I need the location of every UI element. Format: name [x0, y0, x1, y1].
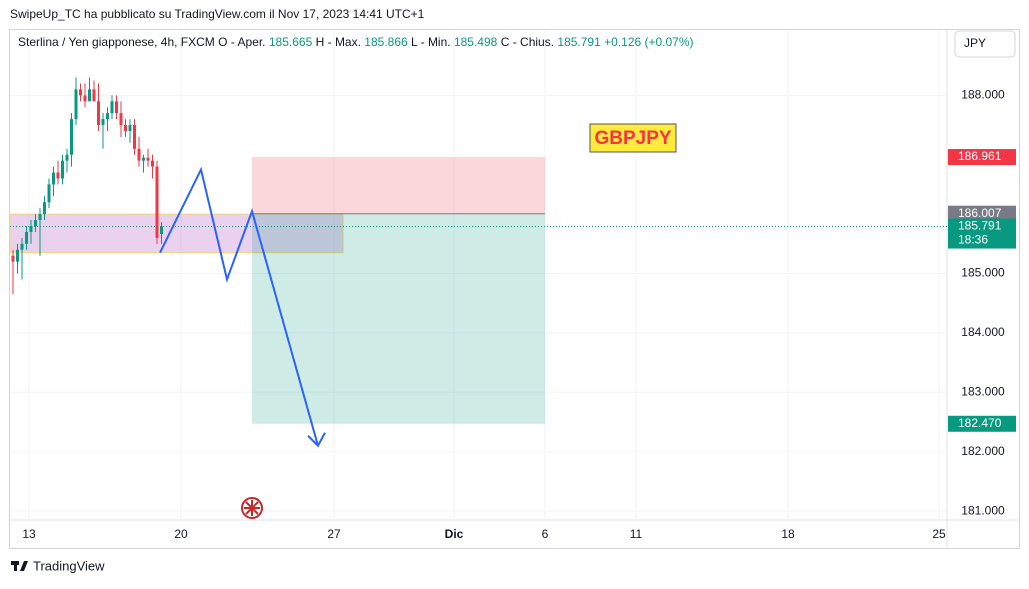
target-zone	[252, 213, 545, 424]
published-note: SwipeUp_TC ha pubblicato su TradingView.…	[10, 7, 425, 21]
ohlc-name: - Chius.	[513, 35, 554, 49]
y-tick-label: 182.000	[961, 444, 1005, 458]
ohlc-key: C	[501, 35, 510, 49]
price-tag-label: 185.791	[958, 219, 1002, 233]
ohlc-name: - Aper.	[231, 35, 266, 49]
candle-body	[119, 113, 123, 126]
trend-drawing	[159, 166, 319, 447]
candle-body	[142, 157, 145, 161]
brand-logo	[11, 561, 28, 571]
ohlc-value: 185.665	[269, 35, 313, 49]
ohlc-name: - Max.	[328, 35, 361, 49]
ohlc-value: 185.498	[454, 35, 498, 49]
x-tick-label: 11	[630, 527, 643, 541]
candle-body	[92, 89, 96, 102]
x-tick-label: 25	[932, 527, 946, 541]
candle-body	[43, 202, 46, 215]
candle-body	[25, 231, 28, 244]
candle-body	[47, 184, 51, 203]
candle-body	[38, 214, 42, 221]
candle-body	[56, 172, 60, 179]
currency[interactable]: JPY	[964, 36, 986, 50]
candle-body	[88, 89, 91, 102]
candle-body	[16, 249, 19, 262]
y-tick-label: 183.000	[961, 384, 1005, 398]
candle-body	[11, 255, 15, 262]
y-tick-label: 185.000	[961, 266, 1005, 280]
symbol-legend: Sterlina / Yen giapponese, 4h, FXCM O - …	[18, 35, 694, 49]
brand: TradingView	[33, 558, 105, 573]
y-tick-label: 184.000	[961, 325, 1005, 339]
price-tag-label: 182.470	[958, 416, 1002, 430]
candle-body	[137, 148, 141, 161]
price-tag-label: 186.961	[958, 149, 1002, 163]
x-tick-label: 20	[174, 527, 188, 541]
candle-body	[61, 160, 64, 179]
candle-body	[115, 101, 118, 114]
price-tag	[948, 218, 1016, 249]
ohlc-value: 185.866	[364, 35, 408, 49]
ohlc-value: 185.791	[557, 35, 601, 49]
candle-body	[124, 125, 127, 131]
frame	[9, 29, 1020, 549]
flag-icon	[241, 497, 263, 519]
currency-button[interactable]	[954, 30, 1016, 58]
price-tag	[948, 205, 1016, 222]
candle-body	[52, 172, 55, 185]
candle-body	[110, 101, 114, 114]
ohlc-key: L	[411, 35, 418, 49]
ohlc-key: O	[218, 35, 227, 49]
candle-body	[155, 166, 159, 238]
price-tag	[948, 415, 1016, 432]
y-tick-label: 188.000	[961, 88, 1005, 102]
change: +0.126 (+0.07%)	[604, 35, 693, 49]
candle-body	[83, 95, 87, 102]
price-tag	[948, 149, 1016, 166]
symbol: Sterlina / Yen giapponese, 4h, FXCM	[18, 35, 215, 49]
candle-body	[97, 101, 100, 126]
stop-zone	[252, 157, 545, 214]
x-tick-label: Dic	[445, 527, 464, 541]
symbol-tag	[589, 123, 677, 153]
candle-body	[160, 226, 163, 235]
candle-body	[151, 160, 154, 167]
price-tag-label: 186.007	[958, 206, 1002, 220]
candle-body	[79, 89, 82, 96]
x-tick-label: 27	[327, 527, 341, 541]
candle-body	[106, 113, 109, 120]
countdown: 18:36	[958, 233, 988, 247]
y-tick-label: 181.000	[961, 503, 1005, 517]
x-tick-label: 13	[22, 527, 36, 541]
candle-body	[101, 119, 105, 126]
candle-body	[133, 125, 136, 149]
candle-body	[34, 220, 37, 226]
candle-body	[146, 157, 150, 161]
candle-body	[29, 226, 33, 232]
candle-body	[74, 89, 78, 120]
x-tick-label: 6	[542, 527, 549, 541]
zone	[9, 213, 344, 254]
arrow-head	[307, 432, 326, 448]
symbol-label: GBPJPY	[594, 128, 671, 149]
ohlc-name: - Min.	[421, 35, 451, 49]
candle-body	[20, 243, 24, 250]
candle-body	[70, 119, 73, 155]
plot	[9, 30, 947, 520]
candle-body	[128, 125, 132, 131]
candle-body	[65, 154, 69, 161]
ohlc-key: H	[316, 35, 325, 49]
x-tick-label: 18	[781, 527, 795, 541]
legend: Sterlina / Yen giapponese, 4h, FXCM O - …	[18, 35, 694, 49]
